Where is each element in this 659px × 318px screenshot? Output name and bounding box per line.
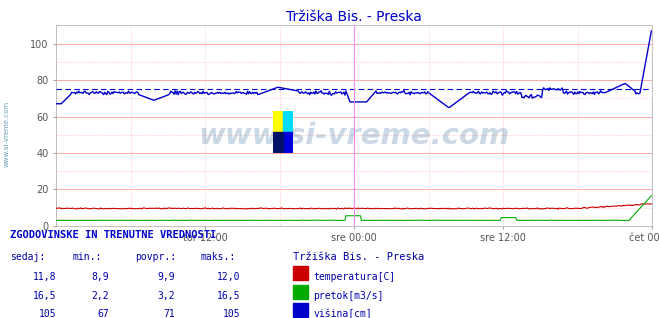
Text: 2,2: 2,2 — [91, 291, 109, 301]
Text: 8,9: 8,9 — [91, 272, 109, 282]
Bar — [273, 132, 283, 153]
Bar — [293, 285, 308, 299]
Text: www.si-vreme.com: www.si-vreme.com — [3, 100, 9, 167]
Text: pretok[m3/s]: pretok[m3/s] — [313, 291, 384, 301]
Text: 9,9: 9,9 — [157, 272, 175, 282]
Bar — [273, 111, 283, 132]
Text: višina[cm]: višina[cm] — [313, 309, 372, 318]
Bar — [293, 302, 308, 317]
Text: ZGODOVINSKE IN TRENUTNE VREDNOSTI: ZGODOVINSKE IN TRENUTNE VREDNOSTI — [10, 230, 216, 240]
Text: 12,0: 12,0 — [217, 272, 241, 282]
Title: Tržiška Bis. - Preska: Tržiška Bis. - Preska — [286, 10, 422, 24]
Text: 16,5: 16,5 — [217, 291, 241, 301]
Bar — [283, 111, 293, 132]
Text: Tržiška Bis. - Preska: Tržiška Bis. - Preska — [293, 252, 424, 262]
Text: 105: 105 — [38, 309, 56, 318]
Text: 105: 105 — [223, 309, 241, 318]
Text: 11,8: 11,8 — [32, 272, 56, 282]
Text: 16,5: 16,5 — [32, 291, 56, 301]
Text: temperatura[C]: temperatura[C] — [313, 272, 395, 282]
Text: sedaj:: sedaj: — [10, 252, 45, 262]
Text: 67: 67 — [97, 309, 109, 318]
Bar — [293, 266, 308, 280]
Text: www.si-vreme.com: www.si-vreme.com — [198, 121, 510, 150]
Text: min.:: min.: — [72, 252, 102, 262]
Text: povpr.:: povpr.: — [135, 252, 176, 262]
Text: 71: 71 — [163, 309, 175, 318]
Text: maks.:: maks.: — [201, 252, 236, 262]
Bar — [283, 132, 293, 153]
Text: 3,2: 3,2 — [157, 291, 175, 301]
